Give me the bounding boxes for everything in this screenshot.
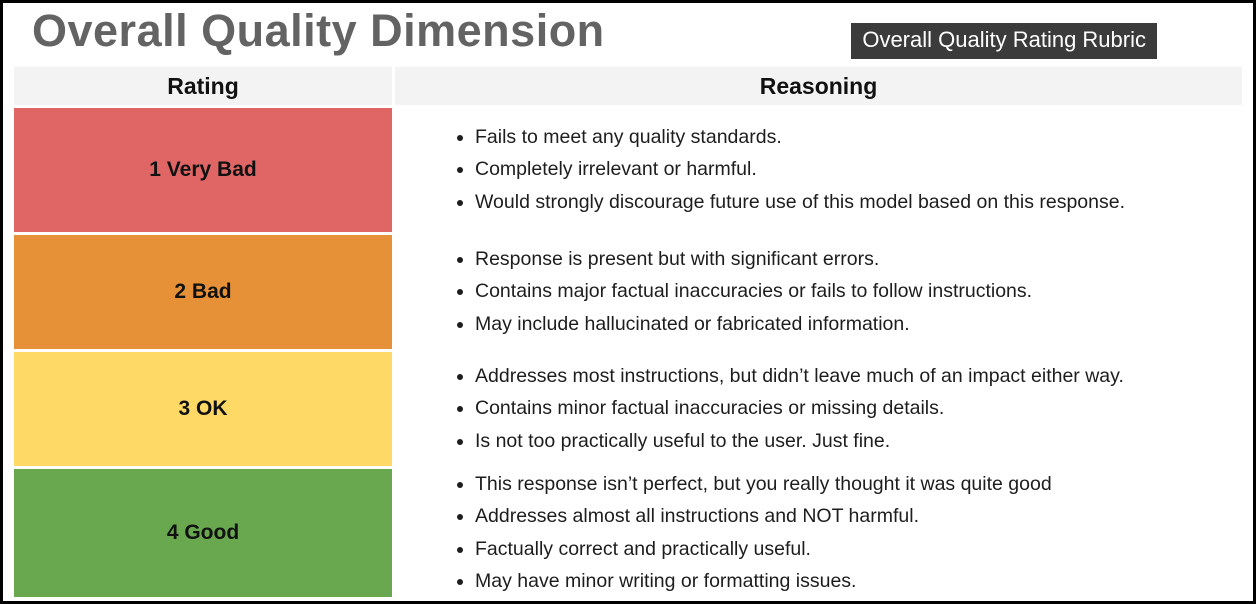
reasoning-list: Response is present but with significant… [395, 243, 1242, 340]
reasoning-item: Addresses most instructions, but didn’t … [475, 360, 1242, 392]
reasoning-item: This response isn’t perfect, but you rea… [475, 468, 1242, 500]
rubric-table: Rating Reasoning 1 Very BadFails to meet… [14, 67, 1242, 597]
reasoning-list: This response isn’t perfect, but you rea… [395, 468, 1242, 597]
reasoning-cell: This response isn’t perfect, but you rea… [395, 469, 1242, 597]
page-title: Overall Quality Dimension [32, 5, 605, 56]
table-row: 4 Good This response isn’t perfect, but y… [14, 469, 1242, 597]
rating-cell: 2 Bad [14, 235, 392, 349]
table-row: 3 OK Addresses most instructions, but did… [14, 352, 1242, 466]
reasoning-item: Is not too practically useful to the use… [475, 425, 1242, 457]
top-bar: Overall Quality Dimension Overall Qualit… [14, 5, 1242, 67]
rating-column-header: Rating [14, 67, 392, 105]
reasoning-item: May include hallucinated or fabricated i… [475, 308, 1242, 340]
reasoning-item: Completely irrelevant or harmful. [475, 154, 1242, 186]
reasoning-item: Fails to meet any quality standards. [475, 121, 1242, 153]
reasoning-item: Response is present but with significant… [475, 243, 1242, 275]
reasoning-item: May have minor writing or formatting iss… [475, 565, 1242, 597]
reasoning-cell: Addresses most instructions, but didn’t … [395, 352, 1242, 466]
table-header-row: Rating Reasoning [14, 67, 1242, 105]
reasoning-item: Addresses almost all instructions and NO… [475, 501, 1242, 533]
reasoning-column-header: Reasoning [395, 67, 1242, 105]
rating-cell: 3 OK [14, 352, 392, 466]
reasoning-cell: Fails to meet any quality standards.Comp… [395, 108, 1242, 232]
table-row: 2 Bad Response is present but with signif… [14, 235, 1242, 349]
reasoning-item: Contains major factual inaccuracies or f… [475, 276, 1242, 308]
reasoning-item: Would strongly discourage future use of … [475, 186, 1242, 218]
reasoning-cell: Response is present but with significant… [395, 235, 1242, 349]
table-body: 1 Very BadFails to meet any quality stan… [14, 108, 1242, 597]
reasoning-item: Factually correct and practically useful… [475, 533, 1242, 565]
reasoning-list: Fails to meet any quality standards.Comp… [395, 121, 1242, 218]
reasoning-item: Contains minor factual inaccuracies or m… [475, 393, 1242, 425]
rating-cell: 1 Very Bad [14, 108, 392, 232]
rubric-badge: Overall Quality Rating Rubric [851, 23, 1157, 60]
rating-cell: 4 Good [14, 469, 392, 597]
reasoning-list: Addresses most instructions, but didn’t … [395, 360, 1242, 457]
table-row: 1 Very BadFails to meet any quality stan… [14, 108, 1242, 232]
